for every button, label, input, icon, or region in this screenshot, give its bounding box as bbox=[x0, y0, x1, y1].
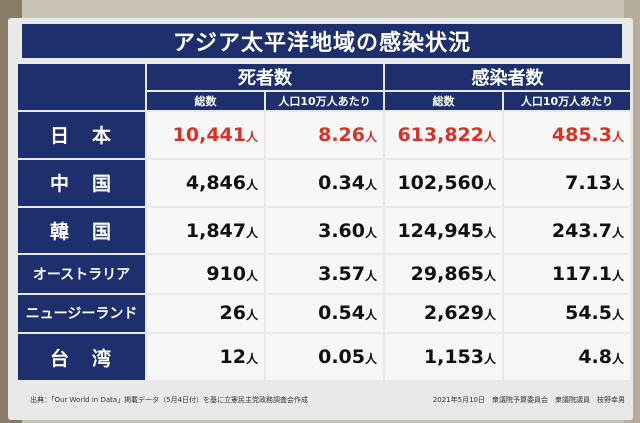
group-header-deaths: 死者数 bbox=[147, 64, 383, 90]
row-label-taiwan: 台 湾 bbox=[18, 334, 145, 380]
cell-cases-per100k: 4.8人 bbox=[504, 334, 630, 380]
cell-cases-per100k: 485.3人 bbox=[504, 112, 630, 158]
cell-cases-per100k: 54.5人 bbox=[504, 294, 630, 333]
panel-title: アジア太平洋地域の感染状況 bbox=[22, 24, 622, 58]
covid-stats-table: 死者数 感染者数 総数 人口10万人あたり 総数 人口10万人あたり 日 本 1… bbox=[16, 62, 632, 382]
cell-deaths-per100k: 3.60人 bbox=[266, 207, 383, 254]
table-corner bbox=[18, 64, 145, 110]
cell-cases-total: 124,945人 bbox=[385, 207, 502, 254]
row-label-china: 中 国 bbox=[18, 159, 145, 206]
cell-deaths-total: 26人 bbox=[147, 294, 264, 333]
source-note: 出典：「Our World in Data」掲載データ（5月4日付）を基に立憲民… bbox=[30, 396, 309, 404]
row-label-australia: オーストラリア bbox=[18, 255, 145, 293]
cell-deaths-total: 1,847人 bbox=[147, 207, 264, 254]
cell-deaths-per100k: 3.57人 bbox=[266, 255, 383, 293]
cell-deaths-per100k: 0.54人 bbox=[266, 294, 383, 333]
cell-deaths-total: 10,441人 bbox=[147, 112, 264, 158]
cell-cases-total: 1,153人 bbox=[385, 334, 502, 380]
subheader-deaths-per100k: 人口10万人あたり bbox=[266, 92, 383, 110]
cell-deaths-per100k: 8.26人 bbox=[266, 112, 383, 158]
row-label-korea: 韓 国 bbox=[18, 207, 145, 254]
cell-cases-total: 29,865人 bbox=[385, 255, 502, 293]
cell-deaths-per100k: 0.34人 bbox=[266, 159, 383, 206]
table-row: 中 国 4,846人 0.34人 102,560人 7.13人 bbox=[18, 159, 630, 206]
cell-deaths-total: 910人 bbox=[147, 255, 264, 293]
table-row: オーストラリア 910人 3.57人 29,865人 117.1人 bbox=[18, 255, 630, 293]
cell-deaths-total: 12人 bbox=[147, 334, 264, 380]
table-row: 韓 国 1,847人 3.60人 124,945人 243.7人 bbox=[18, 207, 630, 254]
subheader-cases-per100k: 人口10万人あたり bbox=[504, 92, 630, 110]
cell-cases-total: 613,822人 bbox=[385, 112, 502, 158]
cell-cases-per100k: 117.1人 bbox=[504, 255, 630, 293]
date-credit: 2021年5月10日 衆議院予算委員会 衆議院議員 枝野幸男 bbox=[432, 396, 625, 404]
subheader-cases-total: 総数 bbox=[385, 92, 502, 110]
footer: 出典：「Our World in Data」掲載データ（5月4日付）を基に立憲民… bbox=[30, 395, 625, 409]
cell-cases-total: 2,629人 bbox=[385, 294, 502, 333]
cell-cases-per100k: 7.13人 bbox=[504, 159, 630, 206]
table-row: 日 本 10,441人 8.26人 613,822人 485.3人 bbox=[18, 112, 630, 158]
table-row: 台 湾 12人 0.05人 1,153人 4.8人 bbox=[18, 334, 630, 380]
row-label-new-zealand: ニュージーランド bbox=[18, 294, 145, 333]
cell-cases-total: 102,560人 bbox=[385, 159, 502, 206]
cell-cases-per100k: 243.7人 bbox=[504, 207, 630, 254]
table-row: ニュージーランド 26人 0.54人 2,629人 54.5人 bbox=[18, 294, 630, 333]
subheader-deaths-total: 総数 bbox=[147, 92, 264, 110]
group-header-infections: 感染者数 bbox=[385, 64, 630, 90]
row-label-japan: 日 本 bbox=[18, 112, 145, 158]
cell-deaths-per100k: 0.05人 bbox=[266, 334, 383, 380]
cell-deaths-total: 4,846人 bbox=[147, 159, 264, 206]
